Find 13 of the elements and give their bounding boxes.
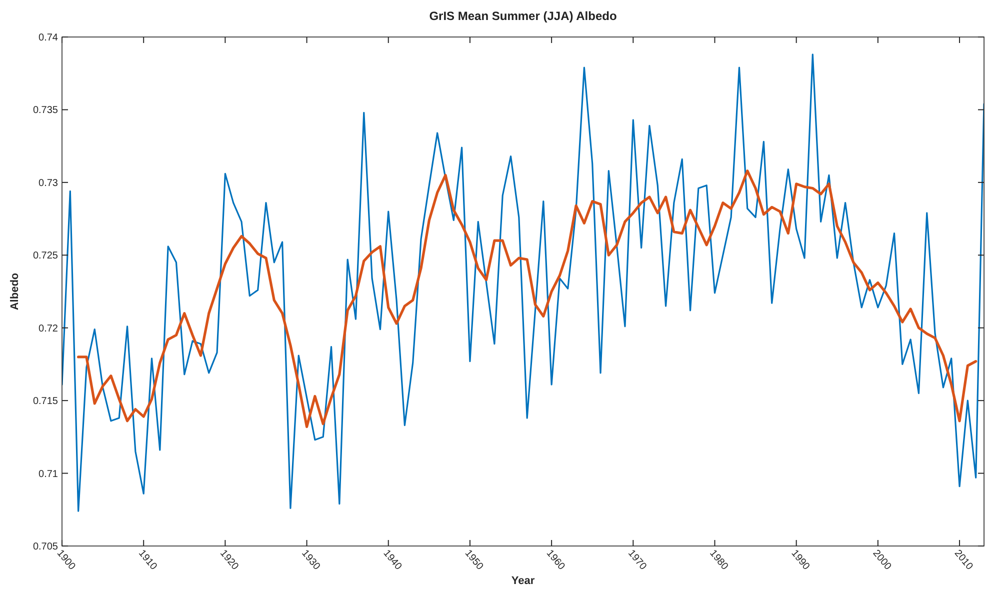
y-tick-label: 0.72 — [38, 323, 58, 334]
y-tick-label: 0.74 — [38, 32, 58, 44]
y-tick-label: 0.73 — [38, 178, 58, 189]
y-tick-label: 0.715 — [32, 396, 58, 408]
chart-title: GrIS Mean Summer (JJA) Albedo — [429, 9, 617, 23]
line-series — [77, 169, 978, 428]
line-series — [62, 54, 984, 512]
x-axis-title: Year — [511, 575, 536, 587]
y-tick-label: 0.735 — [32, 105, 58, 116]
y-tick-label: 0.725 — [32, 250, 58, 262]
y-tick-label: 0.705 — [32, 542, 58, 552]
y-tick-label: 0.71 — [38, 468, 58, 480]
y-axis-title: Albedo — [9, 272, 21, 310]
